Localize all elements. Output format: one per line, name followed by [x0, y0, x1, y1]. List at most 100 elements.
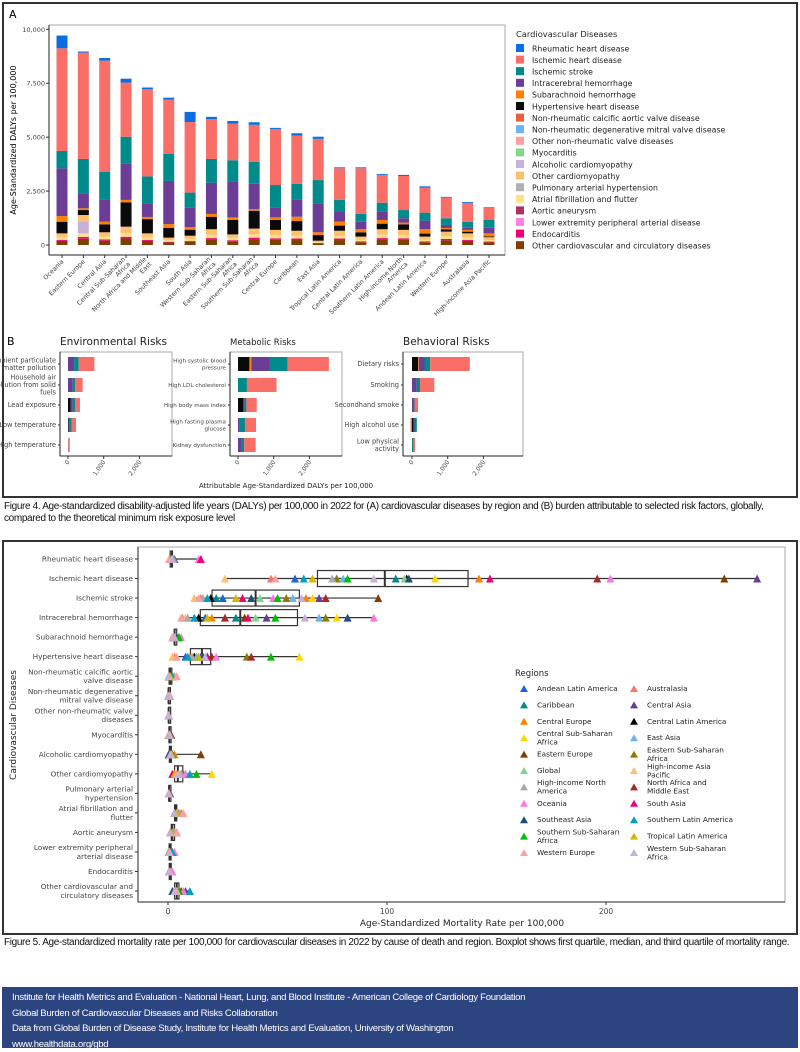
legend-item-label: Other cardiomyopathy	[532, 172, 620, 181]
region-marker	[170, 808, 179, 817]
region-marker	[374, 594, 383, 603]
bar-segment	[227, 240, 239, 242]
regions-legend-marker	[520, 717, 528, 725]
bar-segment	[99, 232, 111, 237]
bar-segment	[483, 236, 495, 238]
risk-bar-segment	[74, 398, 80, 412]
region-marker	[271, 574, 280, 583]
bar-segment	[227, 234, 239, 239]
bar-segment	[376, 229, 388, 235]
bar-segment	[376, 223, 388, 230]
risk-x-tick-label: 2,000	[471, 459, 487, 477]
bar-segment	[227, 217, 239, 220]
bar-segment	[419, 229, 431, 234]
risk-bar-segment	[287, 357, 329, 371]
bar-segment	[184, 227, 196, 230]
region-marker	[288, 594, 297, 603]
bar-segment	[419, 241, 431, 243]
bar-segment	[483, 240, 495, 242]
cause-label: Other cardiovascular and circulatory dise…	[41, 882, 133, 900]
risk-bar-segment	[70, 398, 73, 412]
region-marker	[166, 828, 175, 837]
region-marker	[196, 555, 205, 563]
bar-segment	[440, 227, 452, 230]
bar-segment	[248, 234, 260, 238]
region-marker	[203, 594, 212, 603]
region-marker	[165, 730, 174, 739]
region-marker	[201, 652, 210, 661]
bar-segment	[334, 221, 346, 226]
mortality-x-axis-title: Age-Standardized Mortality Rate per 100,…	[360, 919, 564, 929]
regions-legend-label: Oceania	[537, 799, 567, 808]
region-marker	[220, 613, 229, 622]
y-tick-label: 7,500	[26, 80, 45, 88]
bar-segment	[248, 122, 260, 125]
region-marker	[255, 594, 264, 603]
bar-segment	[270, 219, 281, 230]
bar-segment	[462, 202, 474, 222]
regions-legend-marker	[520, 685, 528, 692]
bar-segment	[248, 124, 260, 162]
legend-swatch	[516, 44, 524, 52]
bar-segment	[77, 52, 89, 159]
bar-segment	[99, 240, 111, 245]
region-marker	[166, 750, 175, 759]
cause-label: Alcoholic cardiomyopathy	[39, 750, 134, 759]
risk-x-tick-label: 2,000	[127, 459, 143, 477]
region-marker	[291, 574, 300, 583]
bar-segment	[440, 224, 452, 228]
risk-bar-segment	[424, 357, 431, 371]
region-marker	[172, 652, 181, 661]
regions-legend-marker	[520, 734, 528, 742]
bar-segment	[355, 167, 367, 169]
bar-segment	[56, 48, 68, 151]
bar-segment	[483, 242, 495, 245]
regions-legend-label: Eastern Europe	[537, 750, 593, 759]
bar-segment	[184, 238, 196, 241]
cause-label: Ischemic heart disease	[49, 574, 134, 583]
region-marker	[282, 594, 291, 603]
y-tick-label: 10,000	[22, 26, 45, 34]
bar-segment	[355, 221, 367, 230]
regions-legend-label: Southern Latin America	[647, 815, 733, 824]
bar-segment	[398, 224, 410, 230]
risk-bar-segment	[420, 378, 435, 392]
bar-segment	[56, 150, 68, 169]
risk-bar-segment	[269, 357, 288, 371]
bar-segment	[270, 229, 281, 236]
footer-link-website[interactable]: www.healthdata.org/gbd	[12, 1038, 109, 1050]
cause-label: Intracerebral hemorrhage	[39, 613, 134, 622]
legend-item-label: Ischemic stroke	[532, 68, 593, 77]
bar-segment	[398, 175, 410, 211]
risk-bar-segment	[238, 357, 250, 371]
bar-segment	[419, 212, 431, 221]
risk-x-tick-label: 0	[234, 459, 242, 466]
x-tick-label-group: Western Europe	[409, 258, 449, 298]
bar-segment	[376, 211, 388, 220]
bar-segment	[163, 97, 175, 100]
bar-segment	[163, 242, 175, 245]
bar-segment	[141, 216, 153, 220]
bar-segment	[56, 168, 68, 216]
risk-bar-segment	[246, 398, 257, 412]
region-marker	[720, 574, 729, 583]
bar-segment	[291, 235, 303, 239]
risk-bar-segment	[412, 438, 414, 452]
region-marker	[212, 652, 221, 661]
bar-segment	[205, 239, 217, 245]
bar-segment	[120, 226, 132, 234]
risk-factor-label: Low physical activity	[357, 437, 399, 453]
risk-factor-label: Low temperature	[0, 421, 56, 429]
bar-segment	[462, 221, 474, 228]
risk-bar-segment	[412, 398, 414, 412]
bar-segment	[120, 236, 132, 239]
bar-segment	[205, 119, 217, 159]
bar-segment	[440, 197, 452, 219]
risk-bar-segment	[74, 357, 79, 371]
legend-swatch	[516, 194, 524, 203]
bar-segment	[312, 240, 324, 243]
x-tick-label: Western Europe	[409, 258, 449, 298]
regions-legend-marker	[630, 750, 638, 758]
bar-segment	[77, 158, 89, 194]
